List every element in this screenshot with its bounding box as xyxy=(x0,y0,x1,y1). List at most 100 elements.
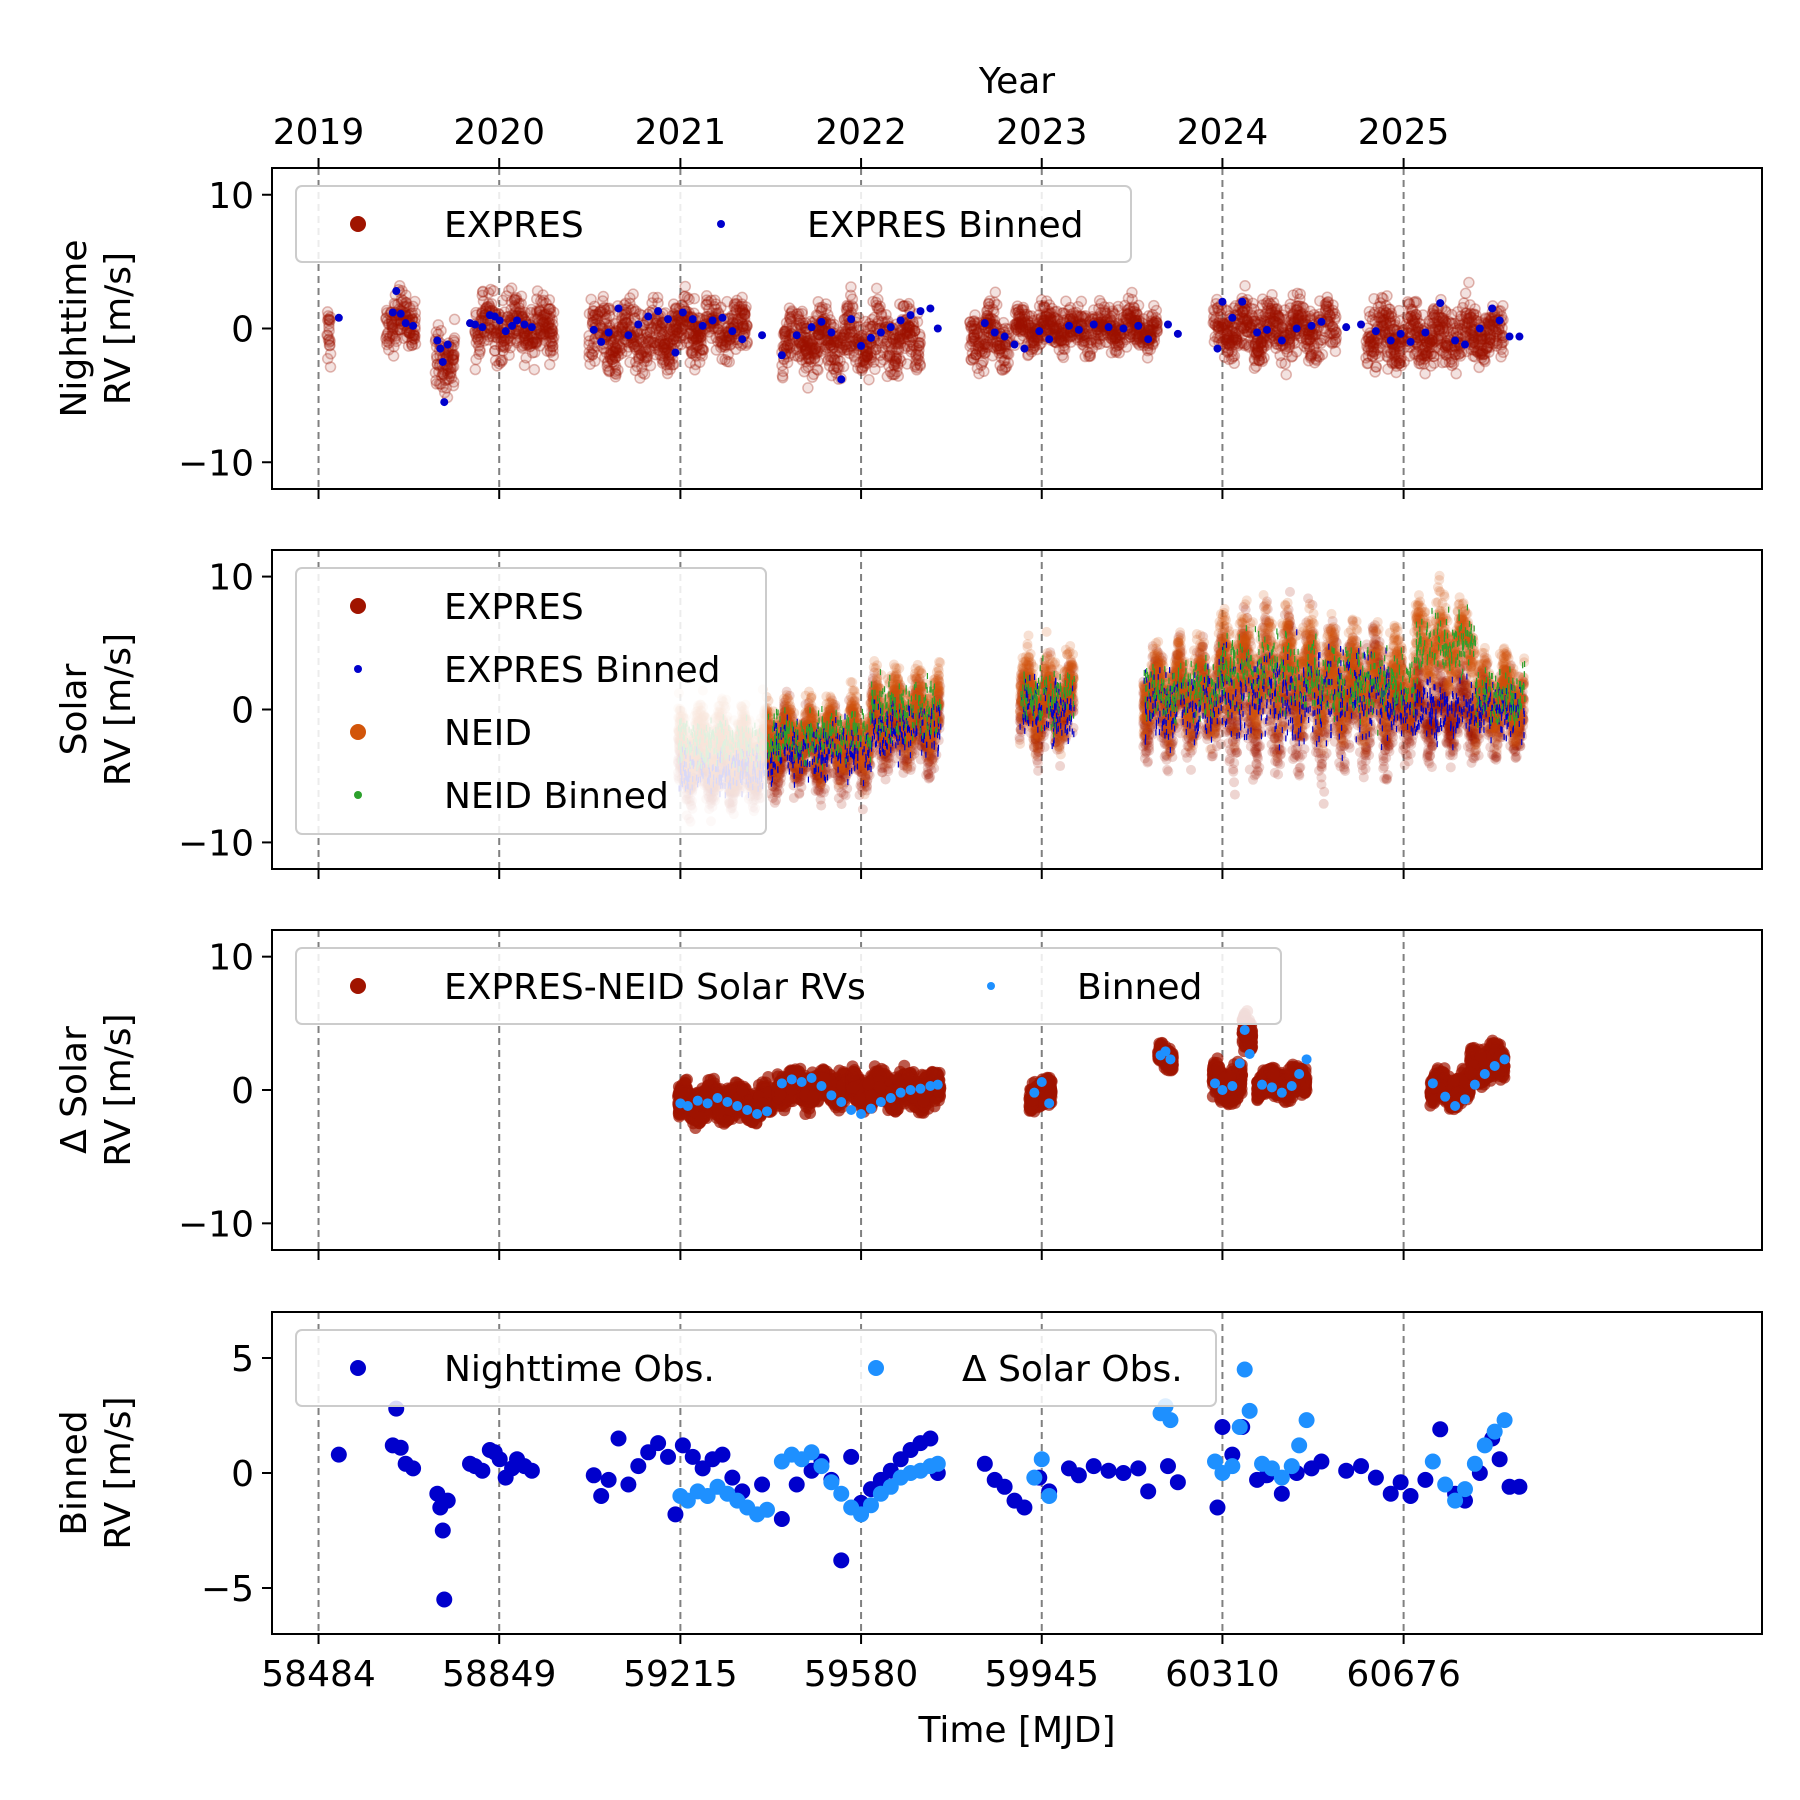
expres-point xyxy=(547,340,559,352)
expres-point xyxy=(1239,280,1251,292)
expres-point xyxy=(543,316,555,329)
expres-point xyxy=(444,367,457,380)
expres-point xyxy=(541,326,554,339)
expres-point xyxy=(547,350,560,362)
expres-point xyxy=(519,337,532,350)
expres-point xyxy=(448,313,461,326)
expres-point xyxy=(531,332,543,345)
expres-point xyxy=(539,320,552,332)
expres-point xyxy=(1220,304,1232,316)
expres-point xyxy=(473,336,486,348)
expres-point xyxy=(430,349,443,362)
expres-point xyxy=(528,346,541,359)
expres-point xyxy=(408,332,420,345)
expres-point xyxy=(444,370,456,383)
expres-point xyxy=(386,324,399,337)
expres-point xyxy=(384,330,396,343)
expres-point xyxy=(667,333,680,345)
expres-point xyxy=(400,289,412,302)
expres-point xyxy=(473,348,485,360)
expres-point xyxy=(383,318,396,330)
expres-point xyxy=(382,344,395,356)
expres-point xyxy=(1099,307,1112,320)
expres-point xyxy=(1262,302,1275,315)
binned-point xyxy=(470,320,479,329)
expres-point xyxy=(497,345,509,357)
expres-point xyxy=(533,304,546,316)
binned-point xyxy=(1000,332,1009,341)
binned-point xyxy=(1515,332,1524,341)
expres-point xyxy=(388,297,401,310)
expres-point xyxy=(476,286,489,298)
binned-point xyxy=(388,308,397,317)
expres-point xyxy=(802,382,814,394)
expres-point xyxy=(519,330,531,342)
expres-point xyxy=(504,341,517,354)
expres-point xyxy=(584,358,596,370)
expres-point xyxy=(721,355,733,368)
expres-point xyxy=(441,374,453,386)
binned-point xyxy=(698,321,707,330)
expres-point xyxy=(1389,357,1402,370)
expres-point xyxy=(688,292,701,305)
binned-point xyxy=(777,351,786,360)
binned-point xyxy=(1357,320,1366,329)
expres-point xyxy=(1413,350,1426,363)
expres-point xyxy=(448,348,460,361)
binned-point xyxy=(589,325,598,334)
y-tick-label: −10 xyxy=(178,443,254,484)
binned-point xyxy=(604,328,613,337)
expres-point xyxy=(1280,368,1292,381)
expres-point xyxy=(1326,337,1339,350)
expres-point xyxy=(1385,347,1397,360)
expres-point xyxy=(408,333,421,345)
expres-point xyxy=(500,290,513,302)
expres-point xyxy=(740,318,753,331)
expres-point xyxy=(446,349,459,361)
legend-marker xyxy=(350,216,366,232)
expres-point xyxy=(1426,307,1439,320)
expres-point xyxy=(324,348,337,360)
expres-point xyxy=(386,322,399,334)
expres-point xyxy=(547,334,559,347)
binned-point xyxy=(1475,324,1484,333)
expres-point xyxy=(1465,319,1478,331)
expres-point xyxy=(537,316,549,329)
expres-point xyxy=(546,323,558,335)
expres-point xyxy=(322,310,335,322)
expres-point xyxy=(517,339,529,352)
expres-point xyxy=(1324,327,1336,340)
binned-point xyxy=(1307,321,1316,330)
binned-point xyxy=(1119,324,1128,333)
binned-point xyxy=(1292,324,1301,333)
expres-point xyxy=(1255,337,1267,349)
expres-point xyxy=(1291,287,1304,300)
expres-point xyxy=(1284,331,1296,344)
expres-point xyxy=(546,325,559,337)
expres-point xyxy=(534,295,547,307)
binned-point xyxy=(478,323,487,332)
expres-point xyxy=(1275,357,1288,369)
expres-point xyxy=(534,327,546,340)
expres-point xyxy=(510,291,523,304)
expres-point xyxy=(385,317,398,330)
expres-point xyxy=(545,338,558,350)
expres-point xyxy=(438,369,450,381)
expres-point xyxy=(1425,347,1437,360)
binned-point xyxy=(896,316,905,325)
expres-point xyxy=(889,357,902,370)
binned-point xyxy=(1460,340,1469,349)
expres-point xyxy=(409,307,422,319)
expres-point xyxy=(538,308,551,321)
binned-point xyxy=(1317,317,1326,326)
expres-point xyxy=(381,338,393,351)
expres-point xyxy=(536,313,548,326)
expres-point xyxy=(1362,357,1374,369)
expres-point xyxy=(518,330,530,342)
expres-point xyxy=(402,340,415,352)
binned-point xyxy=(688,315,697,324)
expres-point xyxy=(447,379,460,392)
binned-point xyxy=(678,308,687,317)
expres-point xyxy=(478,335,491,347)
